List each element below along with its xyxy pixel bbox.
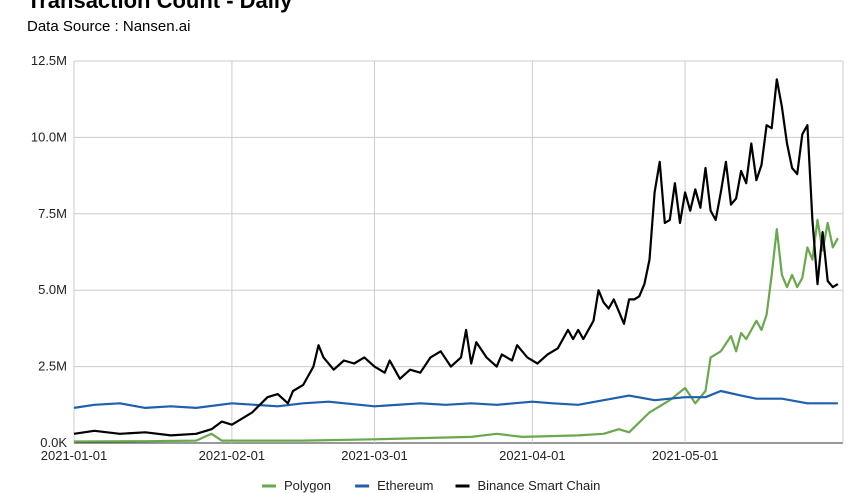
- y-tick-label: 2.5M: [38, 359, 67, 374]
- x-tick-label: 2021-03-01: [341, 448, 408, 463]
- legend-label-binance-smart-chain: Binance Smart Chain: [478, 478, 601, 493]
- series-line-binance-smart-chain: [73, 78, 839, 437]
- x-axis-ticks: 2021-01-01 2021-02-01 2021-03-01 2021-04-01…: [41, 448, 719, 463]
- chart-legend: Polygon Ethereum Binance Smart Chain: [262, 478, 600, 493]
- y-axis-ticks: 0.0K 2.5M 5.0M 7.5M 10.0M 12.5M: [31, 53, 67, 450]
- legend-label-ethereum: Ethereum: [377, 478, 433, 493]
- x-tick-label: 2021-05-01: [652, 448, 719, 463]
- chart-series: [73, 78, 839, 443]
- x-tick-label: 2021-04-01: [499, 448, 566, 463]
- chart-grid: [73, 60, 844, 444]
- x-tick-label: 2021-01-01: [41, 448, 108, 463]
- series-line-ethereum: [73, 389, 838, 409]
- chart-subtitle: Data Source : Nansen.ai: [27, 18, 191, 35]
- series-line-polygon: [73, 218, 839, 443]
- legend-label-polygon: Polygon: [284, 478, 331, 493]
- y-tick-label: 0.0K: [40, 435, 67, 450]
- y-tick-label: 5.0M: [38, 282, 67, 297]
- y-tick-label: 7.5M: [38, 206, 67, 221]
- y-tick-label: 10.0M: [31, 129, 67, 144]
- y-tick-label: 12.5M: [31, 53, 67, 68]
- chart-title: Transaction Count - Daily: [27, 0, 293, 13]
- x-tick-label: 2021-02-01: [199, 448, 266, 463]
